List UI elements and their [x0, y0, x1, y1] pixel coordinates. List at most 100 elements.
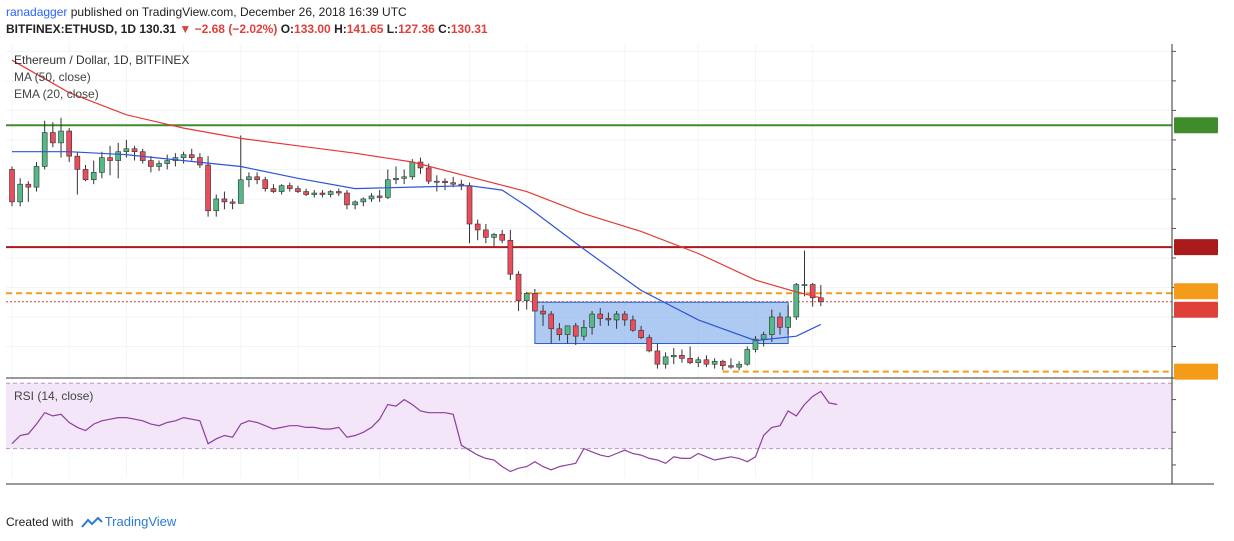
low-label: L:: [386, 22, 399, 36]
consolidation-box: [534, 301, 789, 345]
candle-body: [221, 198, 228, 203]
candle-body: [728, 365, 734, 368]
candle-body: [581, 327, 587, 337]
candle-body: [156, 163, 162, 167]
candle-body: [352, 201, 358, 206]
close-value: 130.31: [450, 22, 488, 36]
ohlc-line: BITFINEX:ETHUSD, 1D 130.31 ▼ −2.68 (−2.0…: [6, 22, 488, 36]
price-chart[interactable]: Ethereum / Dollar, 1D, BITFINEX MA (50, …: [0, 40, 1234, 514]
high-value: 141.65: [346, 22, 384, 36]
candle-body: [719, 360, 726, 366]
candle-body: [466, 185, 473, 225]
candle-body: [17, 183, 23, 203]
price-change: ▼ −2.68 (−2.02%): [179, 22, 278, 36]
candle-body: [90, 172, 97, 181]
open-value: 133.00: [294, 22, 331, 36]
candle-body: [638, 329, 644, 338]
level-label-bg: [1174, 283, 1218, 300]
candle-body: [630, 319, 636, 331]
candle-body: [483, 229, 489, 238]
candle-body: [809, 284, 816, 299]
candle-body: [564, 325, 571, 335]
candle-body: [736, 363, 742, 368]
candle-body: [262, 179, 269, 189]
candle-body: [769, 316, 775, 335]
candle-body: [409, 161, 416, 178]
candle-body: [744, 349, 751, 365]
candle-body: [621, 313, 628, 321]
candle-body: [515, 273, 522, 302]
candle-body: [785, 316, 791, 328]
candle-body: [654, 350, 661, 365]
candle-body: [50, 132, 56, 144]
candle-body: [164, 160, 171, 164]
candle-body: [303, 191, 309, 195]
candle-body: [376, 195, 383, 198]
candle-body: [66, 130, 72, 157]
candle-body: [131, 148, 138, 153]
candle-body: [123, 148, 130, 153]
candle-body: [597, 313, 604, 319]
candle-body: [425, 167, 432, 182]
candle-body: [335, 191, 342, 194]
candle-body: [344, 192, 350, 206]
candle-body: [188, 154, 195, 158]
candle-body: [613, 313, 620, 321]
candle-body: [295, 188, 301, 192]
ema-legend: EMA (20, close): [14, 87, 99, 101]
candle-body: [450, 182, 456, 185]
created-with-label: Created with: [6, 515, 74, 529]
candle-body: [9, 169, 15, 203]
candle-body: [695, 359, 702, 364]
last-price: 130.31: [139, 22, 177, 36]
candle-body: [74, 155, 81, 170]
candle-body: [107, 157, 113, 161]
candle-body: [793, 284, 800, 318]
candle-body: [360, 198, 367, 203]
chart-title: Ethereum / Dollar, 1D, BITFINEX: [14, 53, 189, 67]
candle-body: [385, 179, 391, 198]
range-box-layer: [534, 301, 789, 345]
ma-legend: MA (50, close): [14, 70, 91, 84]
close-label: C:: [438, 22, 451, 36]
candle-body: [662, 356, 669, 365]
candle-body: [33, 166, 40, 188]
candle-body: [278, 185, 285, 192]
author-link[interactable]: ranadagger: [6, 5, 68, 19]
candle-body: [646, 337, 653, 352]
chart-header: ranadagger published on TradingView.com,…: [0, 0, 1234, 40]
candle-body: [115, 151, 122, 161]
candle-body: [801, 284, 808, 286]
candle-body: [499, 234, 506, 241]
candle-body: [270, 188, 277, 192]
tradingview-brand[interactable]: TradingView: [104, 514, 177, 529]
symbol-label: BITFINEX:ETHUSD, 1D: [6, 22, 137, 36]
candle-body: [760, 334, 767, 340]
candle-body: [474, 223, 481, 231]
candle-body: [393, 177, 399, 181]
candle-body: [213, 198, 220, 212]
candle-body: [818, 297, 824, 303]
candle-body: [246, 176, 252, 181]
published-text: published on TradingView.com, December 2…: [70, 5, 407, 19]
footer: Created with TradingView: [6, 514, 176, 529]
candle-body: [229, 201, 236, 204]
candle-body: [205, 164, 211, 212]
low-value: 127.36: [398, 22, 435, 36]
rsi-band: [6, 383, 1172, 449]
level-label-bg: [1174, 363, 1218, 380]
candle-body: [368, 195, 375, 200]
candle-body: [523, 293, 530, 302]
tradingview-logo-icon: [80, 516, 103, 528]
rsi-line: [11, 390, 838, 473]
publish-line: ranadagger published on TradingView.com,…: [6, 5, 407, 19]
candle-body: [491, 234, 497, 238]
candle-body: [540, 310, 546, 315]
candle-body: [237, 179, 244, 204]
candle-body: [711, 360, 718, 365]
candle-body: [687, 357, 693, 364]
rsi-legend: RSI (14, close): [14, 389, 93, 403]
level-label-bg: [1174, 117, 1218, 134]
candle-body: [605, 318, 612, 321]
level-label-bg: [1174, 301, 1218, 318]
